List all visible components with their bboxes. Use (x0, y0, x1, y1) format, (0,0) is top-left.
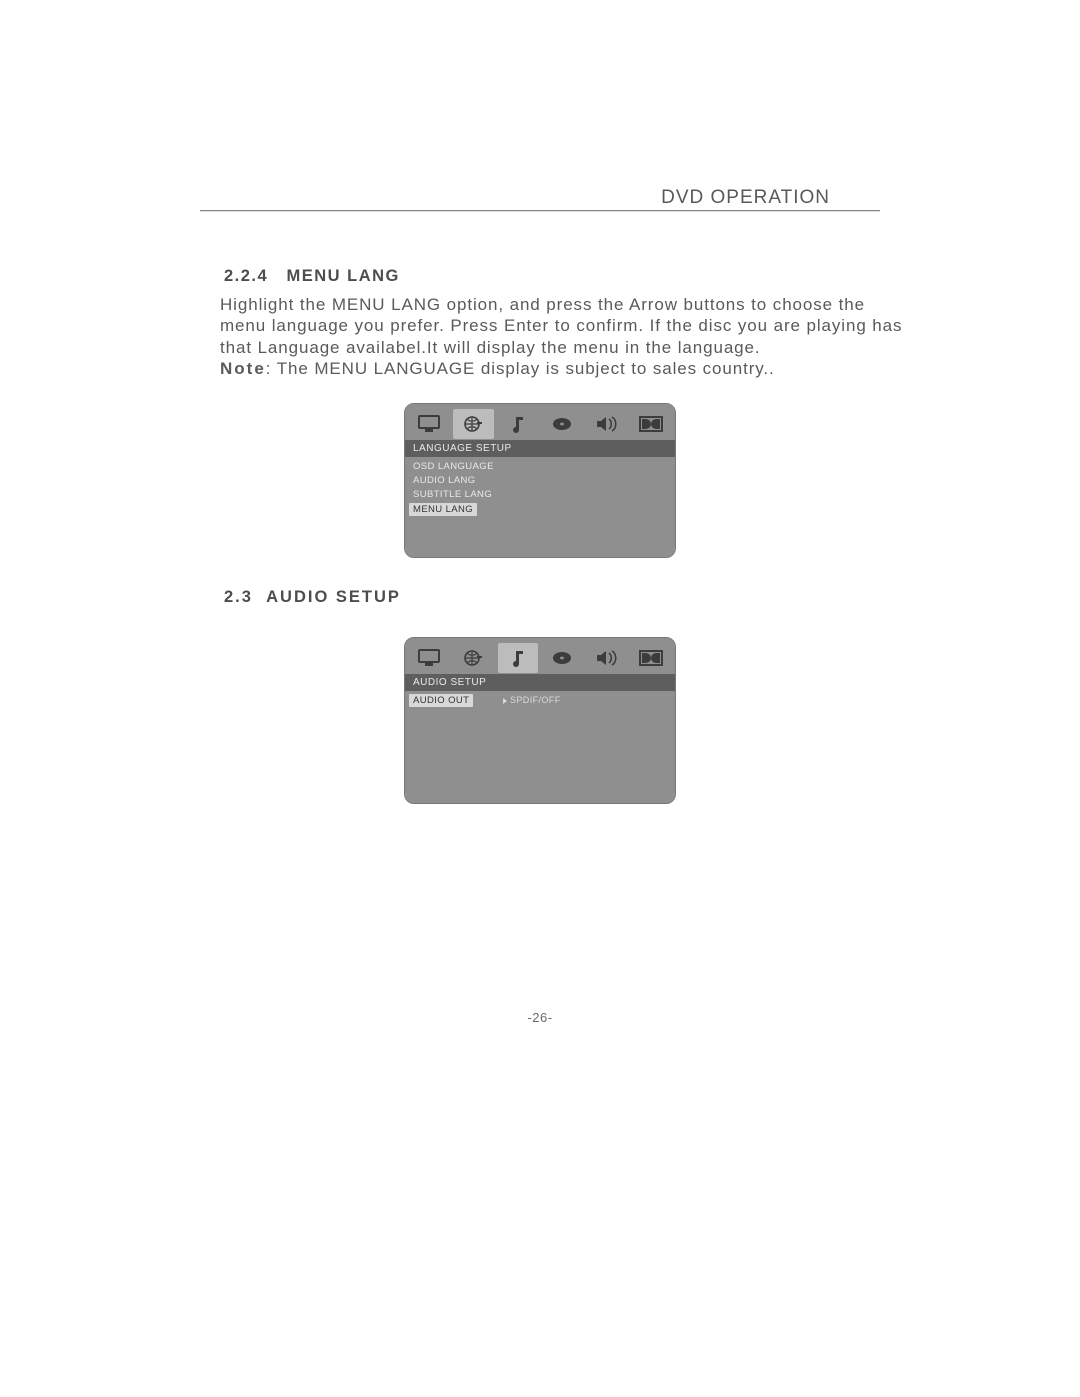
tab-globe-icon[interactable] (453, 643, 493, 673)
osd-item-label: AUDIO OUT (409, 694, 473, 707)
note-text: : The MENU LANGUAGE display is subject t… (266, 359, 775, 378)
tab-speaker-icon[interactable] (586, 643, 626, 673)
chevron-right-icon (503, 698, 507, 704)
osd-item-audio-out[interactable]: AUDIO OUT SPDIF/OFF (405, 693, 675, 707)
osd-item-label: OSD LANGUAGE (413, 461, 503, 472)
osd-item-menu-lang[interactable]: MENU LANG (405, 501, 675, 517)
tab-globe-icon[interactable] (453, 409, 493, 439)
header-rule: DVD OPERATION (200, 210, 880, 212)
osd-body: OSD LANGUAGE AUDIO LANG SUBTITLE LANG ME… (405, 457, 675, 557)
tab-monitor-icon[interactable] (409, 409, 449, 439)
heading-2-2-4: 2.2.4 MENU LANG (224, 267, 880, 286)
osd-language-setup: LANGUAGE SETUP OSD LANGUAGE AUDIO LANG S… (404, 403, 676, 558)
tab-disc-icon[interactable] (542, 643, 582, 673)
header-title: DVD OPERATION (661, 187, 830, 209)
osd-title: LANGUAGE SETUP (405, 440, 675, 457)
osd-item-audio-lang[interactable]: AUDIO LANG (405, 473, 675, 487)
osd-item-label: SUBTITLE LANG (413, 489, 503, 500)
page-number: -26- (200, 1010, 880, 1025)
osd-audio-setup: AUDIO SETUP AUDIO OUT SPDIF/OFF (404, 637, 676, 804)
osd-item-subtitle-lang[interactable]: SUBTITLE LANG (405, 487, 675, 501)
tab-speaker-icon[interactable] (586, 409, 626, 439)
heading-2-3: 2.3 AUDIO SETUP (224, 588, 880, 607)
osd-item-label: AUDIO LANG (413, 475, 503, 486)
tab-music-icon[interactable] (498, 643, 538, 673)
tab-monitor-icon[interactable] (409, 643, 449, 673)
osd-item-osd-language[interactable]: OSD LANGUAGE (405, 459, 675, 473)
heading-num: 2.3 (224, 588, 253, 606)
osd-item-label: MENU LANG (409, 503, 477, 516)
heading-num: 2.2.4 (224, 267, 268, 285)
heading-title: MENU LANG (286, 267, 399, 285)
tab-dolby-icon[interactable] (631, 409, 671, 439)
osd-title: AUDIO SETUP (405, 674, 675, 691)
osd-item-value: SPDIF/OFF (503, 695, 561, 705)
osd-tabs (405, 638, 675, 674)
osd-body: AUDIO OUT SPDIF/OFF (405, 691, 675, 803)
tab-dolby-icon[interactable] (631, 643, 671, 673)
heading-title: AUDIO SETUP (266, 588, 401, 606)
note-label: Note (220, 359, 266, 378)
paragraph-menu-lang: Highlight the MENU LANG option, and pres… (220, 294, 910, 379)
osd-tabs (405, 404, 675, 440)
tab-disc-icon[interactable] (542, 409, 582, 439)
paragraph-text: Highlight the MENU LANG option, and pres… (220, 295, 902, 357)
tab-music-icon[interactable] (498, 409, 538, 439)
